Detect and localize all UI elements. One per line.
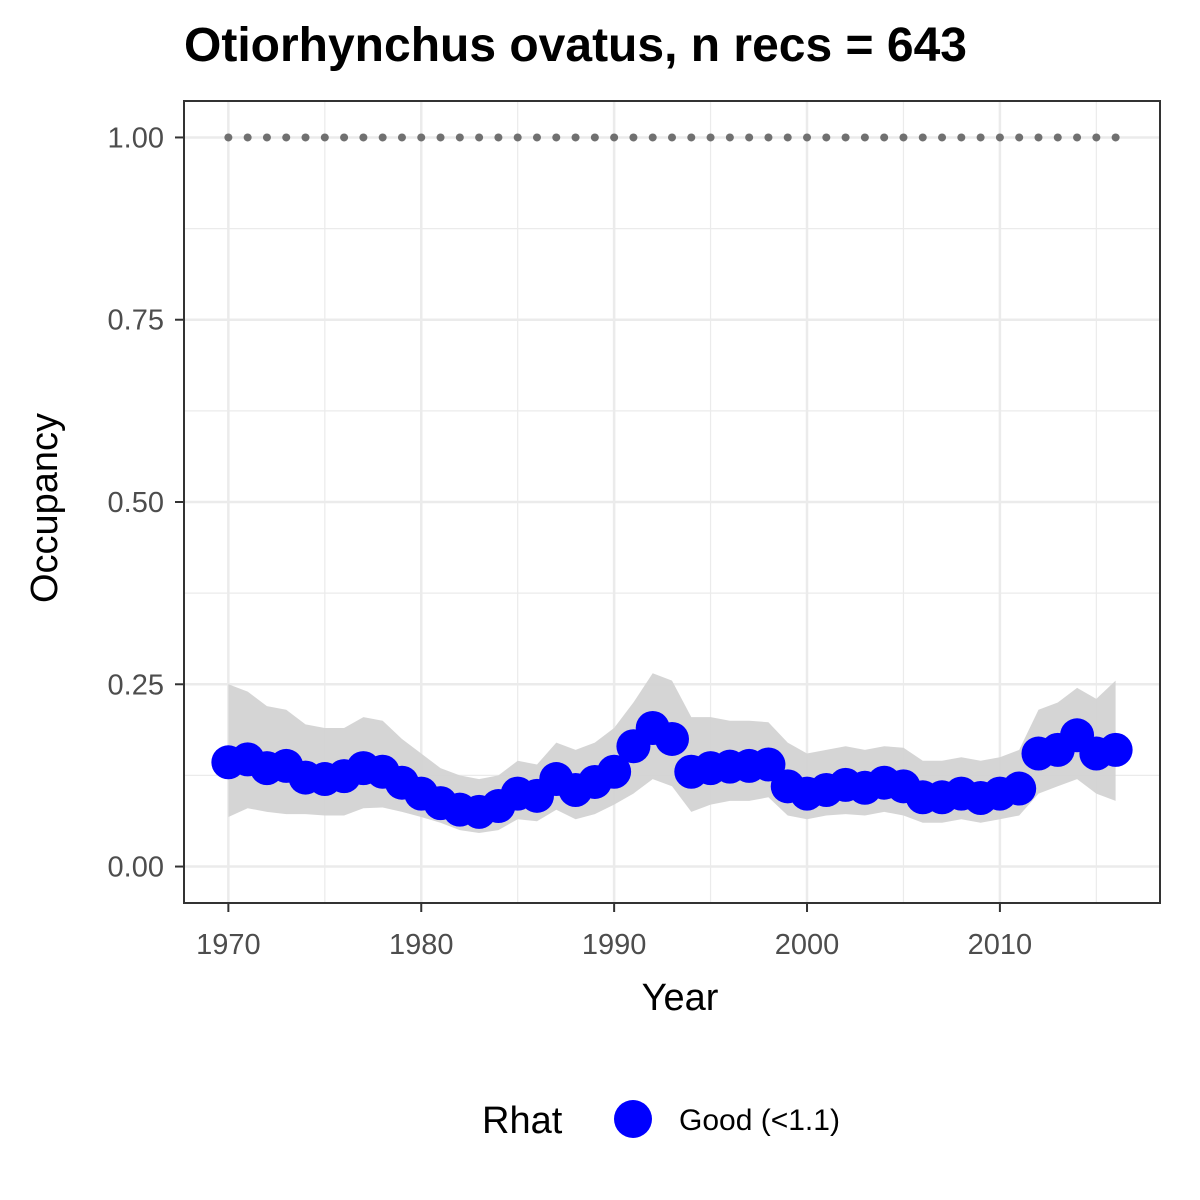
occupancy-point xyxy=(655,721,689,756)
chart-title: Otiorhynchus ovatus, n recs = 643 xyxy=(184,19,967,72)
reference-dot xyxy=(995,133,1004,142)
occupancy-point xyxy=(597,754,632,789)
reference-dot xyxy=(957,133,966,142)
y-tick-label: 0.00 xyxy=(108,852,164,884)
legend: Rhat Good (<1.1) xyxy=(482,1100,840,1142)
reference-dot xyxy=(860,133,869,142)
x-tick-label: 1980 xyxy=(389,929,454,961)
legend-label-good: Good (<1.1) xyxy=(679,1104,840,1137)
occupancy-points xyxy=(211,711,1133,829)
reference-dot xyxy=(938,133,947,142)
reference-dot xyxy=(1111,133,1120,142)
reference-dot xyxy=(1034,133,1043,142)
occupancy-point xyxy=(751,747,786,782)
reference-dot xyxy=(706,133,715,142)
reference-dot xyxy=(513,133,522,142)
reference-dot xyxy=(725,133,734,142)
reference-dot xyxy=(494,133,503,142)
reference-dot xyxy=(320,133,329,142)
y-tick-label: 0.50 xyxy=(108,487,164,519)
reference-dot xyxy=(629,133,638,142)
y-tick-label: 0.75 xyxy=(108,305,164,337)
x-tick-label: 1990 xyxy=(582,929,647,961)
reference-dot xyxy=(590,133,599,142)
x-tick-label: 2000 xyxy=(775,929,840,961)
axes: 0.00 0.25 0.50 0.75 1.00 1970 1980 1990 2000 2010 xyxy=(108,122,1033,961)
reference-dot xyxy=(918,133,927,142)
reference-dot xyxy=(803,133,812,142)
reference-dot xyxy=(224,133,233,142)
reference-dot xyxy=(455,133,464,142)
reference-dot xyxy=(1053,133,1062,142)
x-axis-title: Year xyxy=(642,977,719,1019)
reference-dot xyxy=(1092,133,1101,142)
reference-dot xyxy=(880,133,889,142)
reference-dot xyxy=(764,133,773,142)
reference-dot xyxy=(475,133,484,142)
reference-dot xyxy=(976,133,985,142)
reference-dot xyxy=(532,133,541,142)
reference-dot xyxy=(359,133,368,142)
reference-dot xyxy=(282,133,291,142)
occupancy-point xyxy=(1002,771,1037,806)
reference-dot xyxy=(841,133,850,142)
y-tick-label: 1.00 xyxy=(108,122,164,154)
reference-dot xyxy=(1015,133,1024,142)
legend-key-good xyxy=(614,1100,652,1138)
reference-dot xyxy=(340,133,349,142)
reference-dot xyxy=(899,133,908,142)
y-axis-title: Occupancy xyxy=(24,413,66,603)
reference-dot xyxy=(668,133,676,142)
reference-dot xyxy=(1073,133,1082,142)
reference-dot xyxy=(262,133,271,142)
reference-dot xyxy=(436,133,445,142)
reference-dot xyxy=(417,133,426,142)
reference-dot xyxy=(687,133,696,142)
occupancy-point xyxy=(1098,732,1133,767)
legend-title: Rhat xyxy=(482,1100,563,1142)
x-tick-label: 1970 xyxy=(196,929,261,961)
reference-dot xyxy=(610,133,619,142)
reference-dot xyxy=(745,133,754,142)
reference-dot xyxy=(822,133,831,142)
x-tick-label: 2010 xyxy=(968,929,1033,961)
reference-dot xyxy=(301,133,310,142)
y-tick-label: 0.25 xyxy=(108,669,164,701)
reference-dots xyxy=(224,133,1120,142)
reference-dot xyxy=(378,133,387,142)
reference-dot xyxy=(243,133,252,142)
reference-dot xyxy=(571,133,580,142)
reference-dot xyxy=(397,133,406,142)
reference-dot xyxy=(648,133,657,142)
reference-dot xyxy=(552,133,561,142)
reference-dot xyxy=(783,133,792,142)
